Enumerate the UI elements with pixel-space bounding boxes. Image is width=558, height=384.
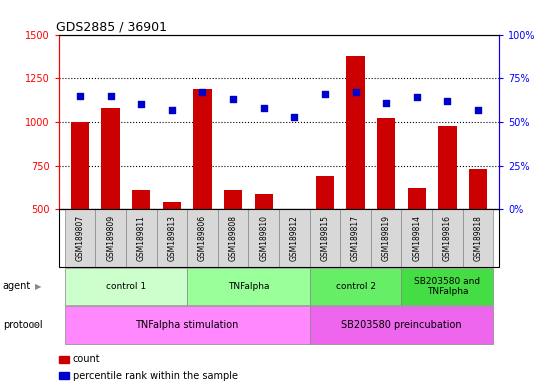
Text: GSM189806: GSM189806 [198,215,207,261]
Bar [310,209,340,267]
Bar [157,209,187,267]
Bar [407,188,426,297]
Bar [224,190,242,297]
Text: ▶: ▶ [35,282,42,291]
Point [229,96,238,102]
Point [290,114,299,120]
Bar [310,268,401,305]
Text: protocol: protocol [3,320,42,330]
Text: GSM189819: GSM189819 [382,215,391,261]
Bar [193,89,211,297]
Bar [95,209,126,267]
Bar [254,194,273,297]
Text: SB203580 preincubation: SB203580 preincubation [341,320,462,330]
Text: SB203580 and
TNFalpha: SB203580 and TNFalpha [414,277,480,296]
Bar [310,306,493,344]
Bar [187,268,310,305]
Point [259,105,268,111]
Bar [432,209,463,267]
Bar [371,209,401,267]
Text: GSM189811: GSM189811 [137,215,146,261]
Text: GSM189812: GSM189812 [290,215,299,261]
Bar [187,209,218,267]
Bar [218,209,248,267]
Point [198,89,207,95]
Text: agent: agent [3,281,31,291]
Bar [102,108,120,297]
Text: control 2: control 2 [335,282,376,291]
Text: GSM189815: GSM189815 [320,215,329,261]
Bar [71,122,89,297]
Bar [438,126,456,297]
Text: GSM189808: GSM189808 [229,215,238,261]
Text: TNFalpha stimulation: TNFalpha stimulation [136,320,239,330]
Bar [279,209,310,267]
Text: GSM189814: GSM189814 [412,215,421,261]
Point [443,98,452,104]
Bar [463,209,493,267]
Point [474,107,483,113]
Bar [340,209,371,267]
Text: GSM189810: GSM189810 [259,215,268,261]
Text: GSM189807: GSM189807 [75,215,84,261]
Bar [163,202,181,297]
Text: GSM189818: GSM189818 [474,215,483,261]
Bar [65,268,187,305]
Point [137,101,146,108]
Point [351,89,360,95]
Text: control 1: control 1 [106,282,146,291]
Point [382,99,391,106]
Point [167,107,176,113]
Bar [401,209,432,267]
Bar [285,211,304,297]
Point [412,94,421,101]
Bar [126,209,157,267]
Bar [65,306,310,344]
Bar [132,190,151,297]
Text: count: count [73,354,100,364]
Bar [469,169,487,297]
Point [320,91,329,97]
Bar [65,209,95,267]
Text: GDS2885 / 36901: GDS2885 / 36901 [56,20,167,33]
Bar [401,268,493,305]
Bar [377,118,395,297]
Bar [316,176,334,297]
Text: GSM189813: GSM189813 [167,215,176,261]
Point [75,93,84,99]
Text: TNFalpha: TNFalpha [228,282,269,291]
Point [106,93,115,99]
Text: GSM189809: GSM189809 [106,215,115,261]
Bar [248,209,279,267]
Text: ▶: ▶ [32,320,39,329]
Bar [347,56,365,297]
Text: GSM189816: GSM189816 [443,215,452,261]
Text: GSM189817: GSM189817 [351,215,360,261]
Text: percentile rank within the sample: percentile rank within the sample [73,371,238,381]
